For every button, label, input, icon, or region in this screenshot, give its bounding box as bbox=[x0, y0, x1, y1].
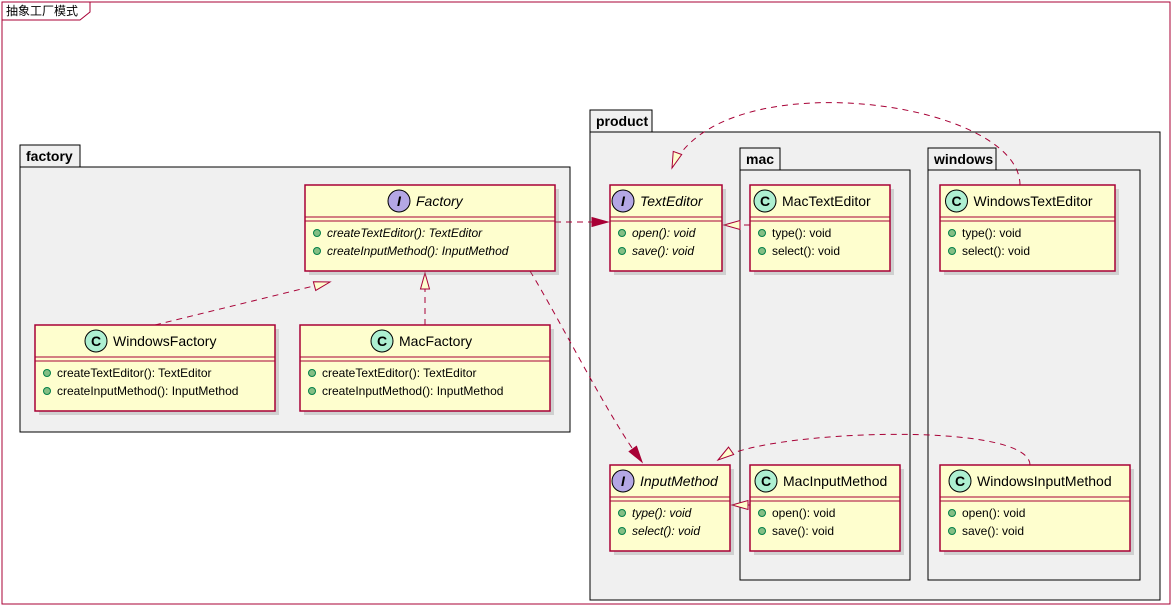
visibility-dot bbox=[309, 388, 316, 395]
class-title: TextEditor bbox=[640, 193, 704, 209]
class-title: Factory bbox=[416, 193, 464, 209]
class-method: select(): void bbox=[962, 244, 1030, 258]
class-WindowsFactory: C WindowsFactory createTextEditor(): TextE… bbox=[35, 325, 279, 415]
package-label: factory bbox=[26, 148, 73, 164]
class-method: createInputMethod(): InputMethod bbox=[57, 384, 238, 398]
stereotype-letter: C bbox=[760, 193, 770, 209]
visibility-dot bbox=[44, 388, 51, 395]
stereotype-letter: C bbox=[377, 333, 387, 349]
visibility-dot bbox=[949, 528, 956, 535]
visibility-dot bbox=[619, 528, 626, 535]
class-method: save(): void bbox=[772, 524, 834, 538]
visibility-dot bbox=[619, 248, 626, 255]
class-method: select(): void bbox=[632, 524, 700, 538]
frame-title: 抽象工厂模式 bbox=[6, 4, 78, 18]
class-title: MacTextEditor bbox=[782, 193, 871, 209]
class-method: type(): void bbox=[632, 506, 692, 520]
visibility-dot bbox=[309, 370, 316, 377]
class-MacTextEditor: C MacTextEditor type(): void select(): void bbox=[750, 185, 894, 275]
class-method: open(): void bbox=[632, 226, 696, 240]
visibility-dot bbox=[949, 510, 956, 517]
visibility-dot bbox=[759, 230, 766, 237]
class-method: createInputMethod(): InputMethod bbox=[322, 384, 503, 398]
class-title: WindowsTextEditor bbox=[974, 193, 1093, 209]
class-method: save(): void bbox=[962, 524, 1024, 538]
class-method: open(): void bbox=[772, 506, 835, 520]
package-label: product bbox=[596, 113, 648, 129]
visibility-dot bbox=[759, 510, 766, 517]
stereotype-letter: C bbox=[91, 333, 101, 349]
visibility-dot bbox=[44, 370, 51, 377]
class-Factory: IFactorycreateTextEditor(): TextEditorcr… bbox=[305, 185, 559, 275]
stereotype-letter: C bbox=[955, 473, 965, 489]
stereotype-letter: C bbox=[951, 193, 961, 209]
visibility-dot bbox=[949, 230, 956, 237]
visibility-dot bbox=[759, 528, 766, 535]
class-InputMethod: IInputMethodtype(): voidselect(): void bbox=[610, 465, 734, 555]
class-MacInputMethod: C MacInputMethod open(): void save(): void bbox=[750, 465, 904, 555]
class-method: createInputMethod(): InputMethod bbox=[327, 244, 509, 258]
class-method: select(): void bbox=[772, 244, 840, 258]
class-TextEditor: ITextEditoropen(): voidsave(): void bbox=[610, 185, 726, 275]
class-method: type(): void bbox=[962, 226, 1021, 240]
visibility-dot bbox=[314, 230, 321, 237]
class-method: createTextEditor(): TextEditor bbox=[327, 226, 483, 240]
class-method: type(): void bbox=[772, 226, 831, 240]
package-label: mac bbox=[746, 151, 774, 167]
visibility-dot bbox=[759, 248, 766, 255]
class-title: InputMethod bbox=[640, 473, 719, 489]
class-WindowsInputMethod: C WindowsInputMethod open(): void save(): v… bbox=[940, 465, 1134, 555]
class-title: WindowsInputMethod bbox=[977, 473, 1112, 489]
class-method: save(): void bbox=[632, 244, 694, 258]
visibility-dot bbox=[619, 510, 626, 517]
class-title: WindowsFactory bbox=[113, 333, 216, 349]
class-title: MacInputMethod bbox=[783, 473, 887, 489]
class-method: createTextEditor(): TextEditor bbox=[57, 366, 212, 380]
class-method: createTextEditor(): TextEditor bbox=[322, 366, 477, 380]
class-WindowsTextEditor: C WindowsTextEditor type(): void select(): … bbox=[940, 185, 1119, 275]
visibility-dot bbox=[314, 248, 321, 255]
class-MacFactory: C MacFactory createTextEditor(): TextEdito… bbox=[300, 325, 554, 415]
package-label: windows bbox=[933, 151, 993, 167]
visibility-dot bbox=[619, 230, 626, 237]
uml-diagram: 抽象工厂模式factoryproductmacwindowsIFactorycr… bbox=[0, 0, 1175, 607]
stereotype-letter: C bbox=[761, 473, 771, 489]
class-method: open(): void bbox=[962, 506, 1025, 520]
class-title: MacFactory bbox=[399, 333, 472, 349]
visibility-dot bbox=[949, 248, 956, 255]
